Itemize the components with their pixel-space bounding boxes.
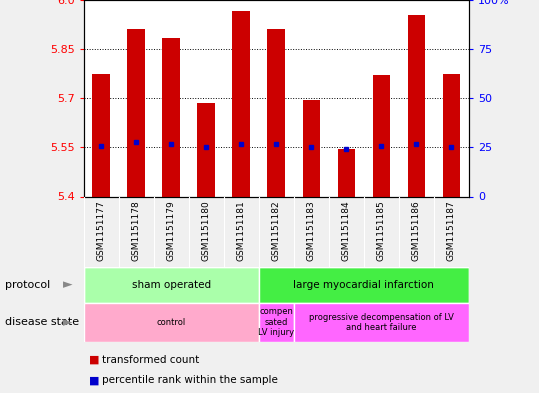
Bar: [259, 267, 469, 303]
Text: GSM1151181: GSM1151181: [237, 200, 246, 261]
Bar: [127, 29, 145, 196]
Text: compen
sated
LV injury: compen sated LV injury: [258, 307, 294, 337]
Bar: [84, 303, 259, 342]
Text: ►: ►: [63, 316, 72, 329]
Bar: [337, 149, 355, 196]
Text: GSM1151187: GSM1151187: [447, 200, 456, 261]
Bar: [232, 11, 250, 196]
Text: percentile rank within the sample: percentile rank within the sample: [102, 375, 278, 385]
Text: disease state: disease state: [5, 317, 80, 327]
Bar: [302, 100, 320, 196]
Bar: [443, 73, 460, 196]
Text: GSM1151185: GSM1151185: [377, 200, 386, 261]
Text: transformed count: transformed count: [102, 355, 199, 365]
Text: protocol: protocol: [5, 280, 51, 290]
Bar: [162, 38, 180, 197]
Text: GSM1151178: GSM1151178: [132, 200, 141, 261]
Text: large myocardial infarction: large myocardial infarction: [293, 280, 434, 290]
Text: GSM1151180: GSM1151180: [202, 200, 211, 261]
Text: ■: ■: [89, 375, 99, 385]
Text: GSM1151183: GSM1151183: [307, 200, 316, 261]
Text: progressive decompensation of LV
and heart failure: progressive decompensation of LV and hea…: [309, 312, 454, 332]
Bar: [92, 73, 110, 196]
Text: GSM1151184: GSM1151184: [342, 200, 351, 261]
Text: GSM1151182: GSM1151182: [272, 200, 281, 261]
Text: sham operated: sham operated: [132, 280, 211, 290]
Text: GSM1151177: GSM1151177: [96, 200, 106, 261]
Bar: [259, 303, 294, 342]
Bar: [267, 29, 285, 196]
Bar: [197, 103, 215, 196]
Bar: [84, 267, 259, 303]
Text: ►: ►: [63, 278, 72, 292]
Text: GSM1151186: GSM1151186: [412, 200, 421, 261]
Text: GSM1151179: GSM1151179: [167, 200, 176, 261]
Bar: [407, 15, 425, 196]
Bar: [372, 75, 390, 196]
Text: ■: ■: [89, 355, 99, 365]
Bar: [294, 303, 469, 342]
Text: control: control: [156, 318, 186, 327]
